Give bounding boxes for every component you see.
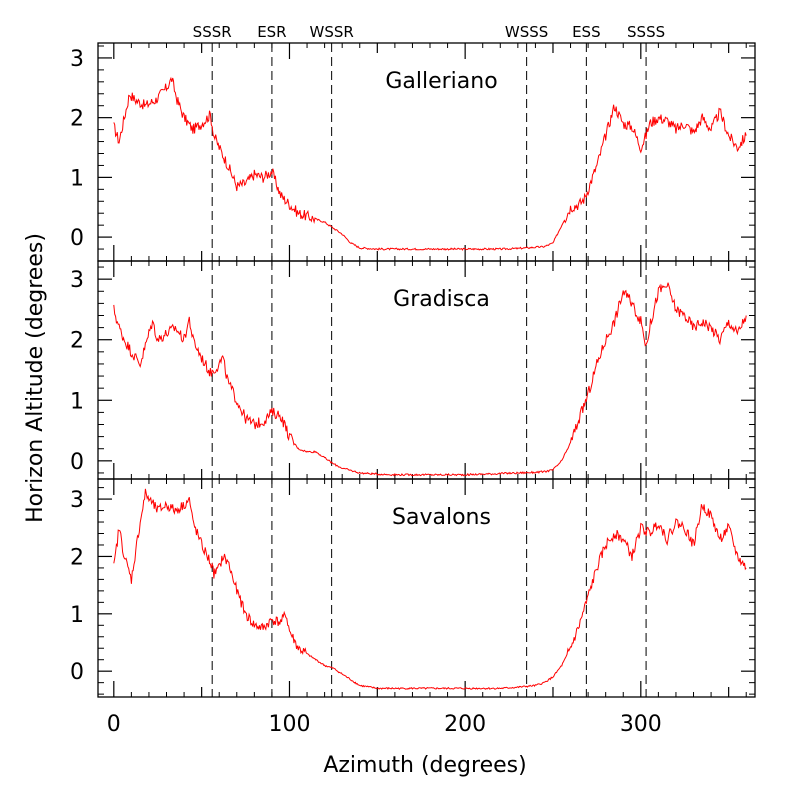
annotation-sssr: SSSR: [193, 23, 232, 41]
series-line-savalons: [113, 488, 747, 690]
panel-savalons: 0 1 2 3 Savalons: [70, 478, 756, 698]
annotation-wsss: WSSS: [505, 23, 548, 41]
y-tick-label: 3: [70, 47, 84, 72]
annotation-ssss: SSSS: [627, 23, 665, 41]
x-tick-label: 100: [268, 712, 310, 737]
panel-title: Gradisca: [393, 287, 490, 312]
y-tick-label: 1: [70, 389, 84, 414]
x-axis-label: Azimuth (degrees): [323, 753, 526, 778]
panels: 0 1 2 3 Galleriano SSSR ESR WSSR WSSS ESS SSSS 0 1 2 3…: [70, 23, 756, 737]
y-tick-label: 0: [70, 450, 84, 475]
y-tick-label: 1: [70, 166, 84, 191]
annotation-ess: ESS: [572, 23, 601, 41]
y-tick-label: 0: [70, 660, 84, 685]
panel-galleriano: 0 1 2 3 Galleriano SSSR ESR WSSR WSSS ESS SSSS: [70, 23, 756, 262]
y-tick-label: 0: [70, 226, 84, 251]
y-tick-label: 2: [70, 107, 84, 132]
panel-gradisca: 0 1 2 3 Gradisca: [70, 260, 756, 480]
panel-title: Galleriano: [385, 69, 497, 94]
panel-frame: [97, 478, 756, 698]
y-tick-label: 2: [70, 329, 84, 354]
y-tick-label: 3: [70, 268, 84, 293]
y-tick-label: 1: [70, 603, 84, 628]
series-line-gradisca: [113, 282, 747, 477]
y-tick-label: 2: [70, 545, 84, 570]
panel-title: Savalons: [392, 505, 491, 530]
annotation-esr: ESR: [257, 23, 286, 41]
x-tick-label: 0: [107, 712, 121, 737]
annotation-wssr: WSSR: [309, 23, 353, 41]
y-tick-label: 3: [70, 488, 84, 513]
x-tick-label: 200: [444, 712, 486, 737]
x-tick-label: 300: [620, 712, 662, 737]
series-line-galleriano: [113, 76, 747, 251]
y-axis-label: Horizon Altitude (degrees): [23, 233, 48, 523]
